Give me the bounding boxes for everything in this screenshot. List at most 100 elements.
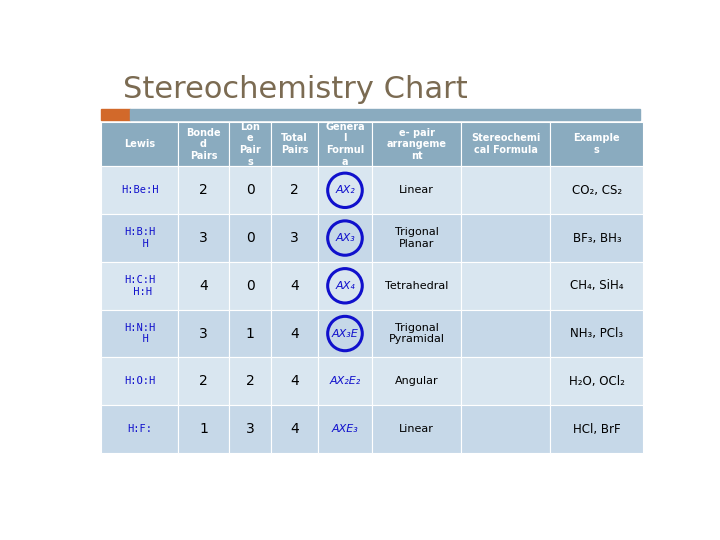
Text: AX₂: AX₂ — [335, 185, 355, 195]
Bar — [550, 357, 644, 405]
Text: 2: 2 — [246, 374, 254, 388]
Text: 4: 4 — [290, 422, 299, 436]
Text: 0: 0 — [246, 231, 254, 245]
Bar — [179, 357, 229, 405]
Text: 1: 1 — [246, 327, 254, 341]
Bar — [229, 122, 271, 166]
Bar — [318, 309, 372, 357]
Text: e- pair
arrangeme
nt: e- pair arrangeme nt — [387, 127, 446, 161]
Text: Trigonal
Planar: Trigonal Planar — [395, 227, 438, 249]
Bar — [372, 214, 462, 262]
Bar — [271, 309, 318, 357]
Bar — [462, 405, 550, 453]
Bar — [271, 262, 318, 309]
Text: H:Be:H: H:Be:H — [121, 185, 158, 195]
Bar — [550, 309, 644, 357]
Bar — [179, 122, 229, 166]
Text: 3: 3 — [199, 231, 208, 245]
Text: Bonde
d
Pairs: Bonde d Pairs — [186, 127, 221, 161]
Bar — [229, 309, 271, 357]
Bar — [101, 122, 179, 166]
Bar — [550, 214, 644, 262]
Text: 4: 4 — [199, 279, 208, 293]
Bar — [101, 166, 179, 214]
Text: 3: 3 — [290, 231, 299, 245]
Text: 2: 2 — [290, 183, 299, 197]
Bar — [271, 405, 318, 453]
Text: H:C:H
 H:H: H:C:H H:H — [124, 275, 156, 296]
Text: H:B:H
  H: H:B:H H — [124, 227, 156, 249]
Text: 0: 0 — [246, 279, 254, 293]
Text: BF₃, BH₃: BF₃, BH₃ — [572, 232, 621, 245]
Bar — [550, 122, 644, 166]
Bar — [550, 405, 644, 453]
Bar — [318, 122, 372, 166]
Bar — [318, 405, 372, 453]
Text: 4: 4 — [290, 327, 299, 341]
Text: Tetrahedral: Tetrahedral — [385, 281, 449, 291]
Text: CH₄, SiH₄: CH₄, SiH₄ — [570, 279, 624, 292]
Text: 0: 0 — [246, 183, 254, 197]
Text: H:F:: H:F: — [127, 424, 152, 434]
Bar — [101, 262, 179, 309]
Bar — [318, 357, 372, 405]
Text: AX₄: AX₄ — [335, 281, 355, 291]
Text: 4: 4 — [290, 279, 299, 293]
Bar — [462, 309, 550, 357]
Bar — [318, 262, 372, 309]
Bar — [462, 214, 550, 262]
Text: 2: 2 — [199, 374, 208, 388]
Text: AX₃: AX₃ — [335, 233, 355, 243]
Text: Genera
l
Formul
a: Genera l Formul a — [325, 122, 365, 166]
Bar — [101, 357, 179, 405]
Bar — [462, 357, 550, 405]
Bar — [229, 262, 271, 309]
Text: Linear: Linear — [399, 185, 434, 195]
Bar — [462, 122, 550, 166]
Bar — [179, 262, 229, 309]
Bar — [179, 166, 229, 214]
Bar — [101, 405, 179, 453]
Text: 2: 2 — [199, 183, 208, 197]
Bar — [229, 405, 271, 453]
Bar — [372, 122, 462, 166]
Text: Lewis: Lewis — [124, 139, 156, 149]
Bar — [372, 166, 462, 214]
Bar — [179, 405, 229, 453]
Bar — [101, 214, 179, 262]
Bar — [318, 166, 372, 214]
Bar — [229, 214, 271, 262]
Text: Stereochemistry Chart: Stereochemistry Chart — [122, 75, 467, 104]
Bar — [271, 166, 318, 214]
Bar — [179, 214, 229, 262]
Text: CO₂, CS₂: CO₂, CS₂ — [572, 184, 622, 197]
Text: AX₂E₂: AX₂E₂ — [329, 376, 361, 386]
Text: NH₃, PCl₃: NH₃, PCl₃ — [570, 327, 624, 340]
Bar — [179, 309, 229, 357]
Bar — [550, 166, 644, 214]
Bar — [372, 309, 462, 357]
Text: H:N:H
  H: H:N:H H — [124, 323, 156, 345]
Text: Example
s: Example s — [574, 133, 620, 155]
Bar — [271, 357, 318, 405]
Text: 3: 3 — [246, 422, 254, 436]
Bar — [271, 214, 318, 262]
Text: 4: 4 — [290, 374, 299, 388]
Bar — [130, 110, 640, 120]
Bar — [229, 166, 271, 214]
Text: HCl, BrF: HCl, BrF — [573, 422, 621, 435]
Text: 1: 1 — [199, 422, 208, 436]
Text: Linear: Linear — [399, 424, 434, 434]
Text: Lon
e
Pair
s: Lon e Pair s — [239, 122, 261, 166]
Bar — [550, 262, 644, 309]
Bar — [229, 357, 271, 405]
Text: Angular: Angular — [395, 376, 438, 386]
Text: H₂O, OCl₂: H₂O, OCl₂ — [569, 375, 625, 388]
Bar — [318, 214, 372, 262]
Text: Trigonal
Pyramidal: Trigonal Pyramidal — [389, 323, 445, 345]
Bar — [372, 262, 462, 309]
Text: Total
Pairs: Total Pairs — [281, 133, 308, 155]
Bar — [101, 110, 130, 120]
Text: 3: 3 — [199, 327, 208, 341]
Bar — [101, 309, 179, 357]
